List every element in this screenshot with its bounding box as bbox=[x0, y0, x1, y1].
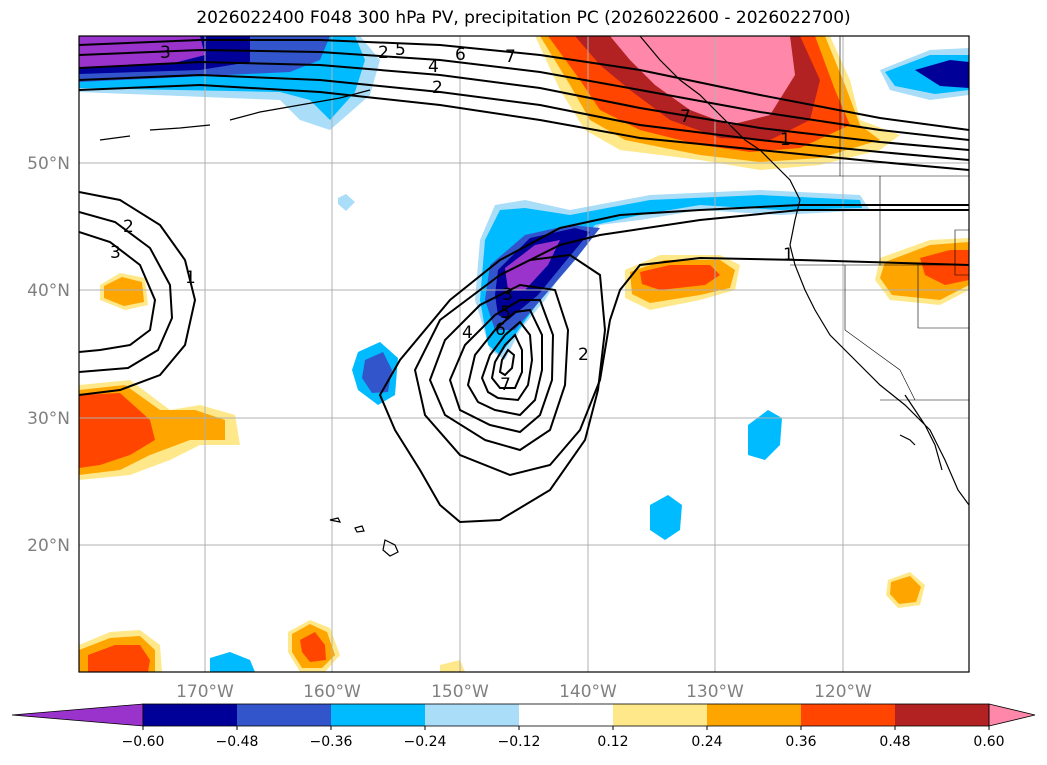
contour-label: 6 bbox=[455, 45, 466, 65]
contour-label: 3 bbox=[110, 243, 121, 263]
graticule bbox=[79, 36, 969, 672]
lon-label-170w: 170°W bbox=[176, 682, 234, 702]
colorbar-tick-label: 0.36 bbox=[785, 734, 816, 750]
map-frame bbox=[78, 35, 970, 673]
colorbar-segment bbox=[613, 704, 707, 726]
colorbar-tick-label: 0.24 bbox=[691, 734, 722, 750]
contour-label: 7 bbox=[500, 375, 511, 395]
lon-label-130w: 130°W bbox=[686, 682, 744, 702]
contour-label: 1 bbox=[780, 130, 791, 150]
colorbar-extend-high bbox=[988, 703, 1036, 727]
colorbar-segment bbox=[143, 704, 237, 726]
contour-label: 1 bbox=[185, 268, 196, 288]
contour-label: 4 bbox=[462, 323, 473, 343]
contour-label: 4 bbox=[428, 57, 439, 77]
latitude-labels: 50°N 40°N 30°N 20°N bbox=[27, 154, 70, 556]
colorbar-tick-label: −0.36 bbox=[310, 734, 353, 750]
colorbar-tick-label: −0.24 bbox=[404, 734, 447, 750]
contour-label: 5 bbox=[500, 303, 511, 323]
precip-shading bbox=[79, 36, 969, 672]
contour-labels: 1 2 3 4 5 6 7 2 3 2 3 4 5 6 7 1 2 1 7 bbox=[110, 40, 794, 395]
colorbar-tick-label: 0.48 bbox=[879, 734, 910, 750]
colorbar-segment bbox=[237, 704, 331, 726]
colorbar-segment bbox=[331, 704, 425, 726]
map-plot-area: 1 2 3 4 5 6 7 2 3 2 3 4 5 6 7 1 2 1 7 bbox=[79, 36, 969, 672]
lat-label-20: 20°N bbox=[27, 536, 70, 556]
colorbar-tick-label: 0.60 bbox=[973, 734, 1004, 750]
contour-label: 2 bbox=[123, 217, 134, 237]
borders bbox=[789, 36, 969, 401]
contour-label: 3 bbox=[502, 285, 513, 305]
contour-label: 3 bbox=[160, 43, 171, 63]
contour-label: 1 bbox=[783, 245, 794, 265]
colorbar-segment bbox=[425, 704, 519, 726]
contour-label: 7 bbox=[680, 107, 691, 127]
lon-label-140w: 140°W bbox=[559, 682, 617, 702]
contour-label: 2 bbox=[378, 43, 389, 63]
colorbar-tick-label: −0.60 bbox=[122, 734, 165, 750]
colorbar-outline bbox=[142, 703, 990, 727]
colorbar: −0.60 −0.48 −0.36 −0.24 −0.12 0.12 0.24 0.36 0.4… bbox=[11, 703, 1036, 750]
colorbar-tick-label: −0.12 bbox=[498, 734, 541, 750]
contour-label: 6 bbox=[495, 320, 506, 340]
lon-label-150w: 150°W bbox=[431, 682, 489, 702]
contour-label: 7 bbox=[505, 47, 516, 67]
pv-contours bbox=[79, 39, 969, 524]
contour-label: 2 bbox=[432, 78, 443, 98]
lat-label-40: 40°N bbox=[27, 281, 70, 301]
lat-label-30: 30°N bbox=[27, 409, 70, 429]
colorbar-segment bbox=[801, 704, 895, 726]
colorbar-extend-low bbox=[11, 703, 144, 727]
colorbar-segment bbox=[707, 704, 801, 726]
colorbar-tick-label: −0.48 bbox=[216, 734, 259, 750]
lon-label-120w: 120°W bbox=[814, 682, 872, 702]
colorbar-segment bbox=[895, 704, 989, 726]
longitude-labels: 170°W 160°W 150°W 140°W 130°W 120°W bbox=[176, 682, 872, 702]
contour-label: 5 bbox=[395, 40, 406, 60]
lon-label-160w: 160°W bbox=[303, 682, 361, 702]
colorbar-segment bbox=[519, 704, 613, 726]
lat-label-50: 50°N bbox=[27, 154, 70, 174]
contour-label: 2 bbox=[578, 345, 589, 365]
map-title: 2026022400 F048 300 hPa PV, precipitatio… bbox=[196, 8, 851, 28]
colorbar-tick-label: 0.12 bbox=[597, 734, 628, 750]
